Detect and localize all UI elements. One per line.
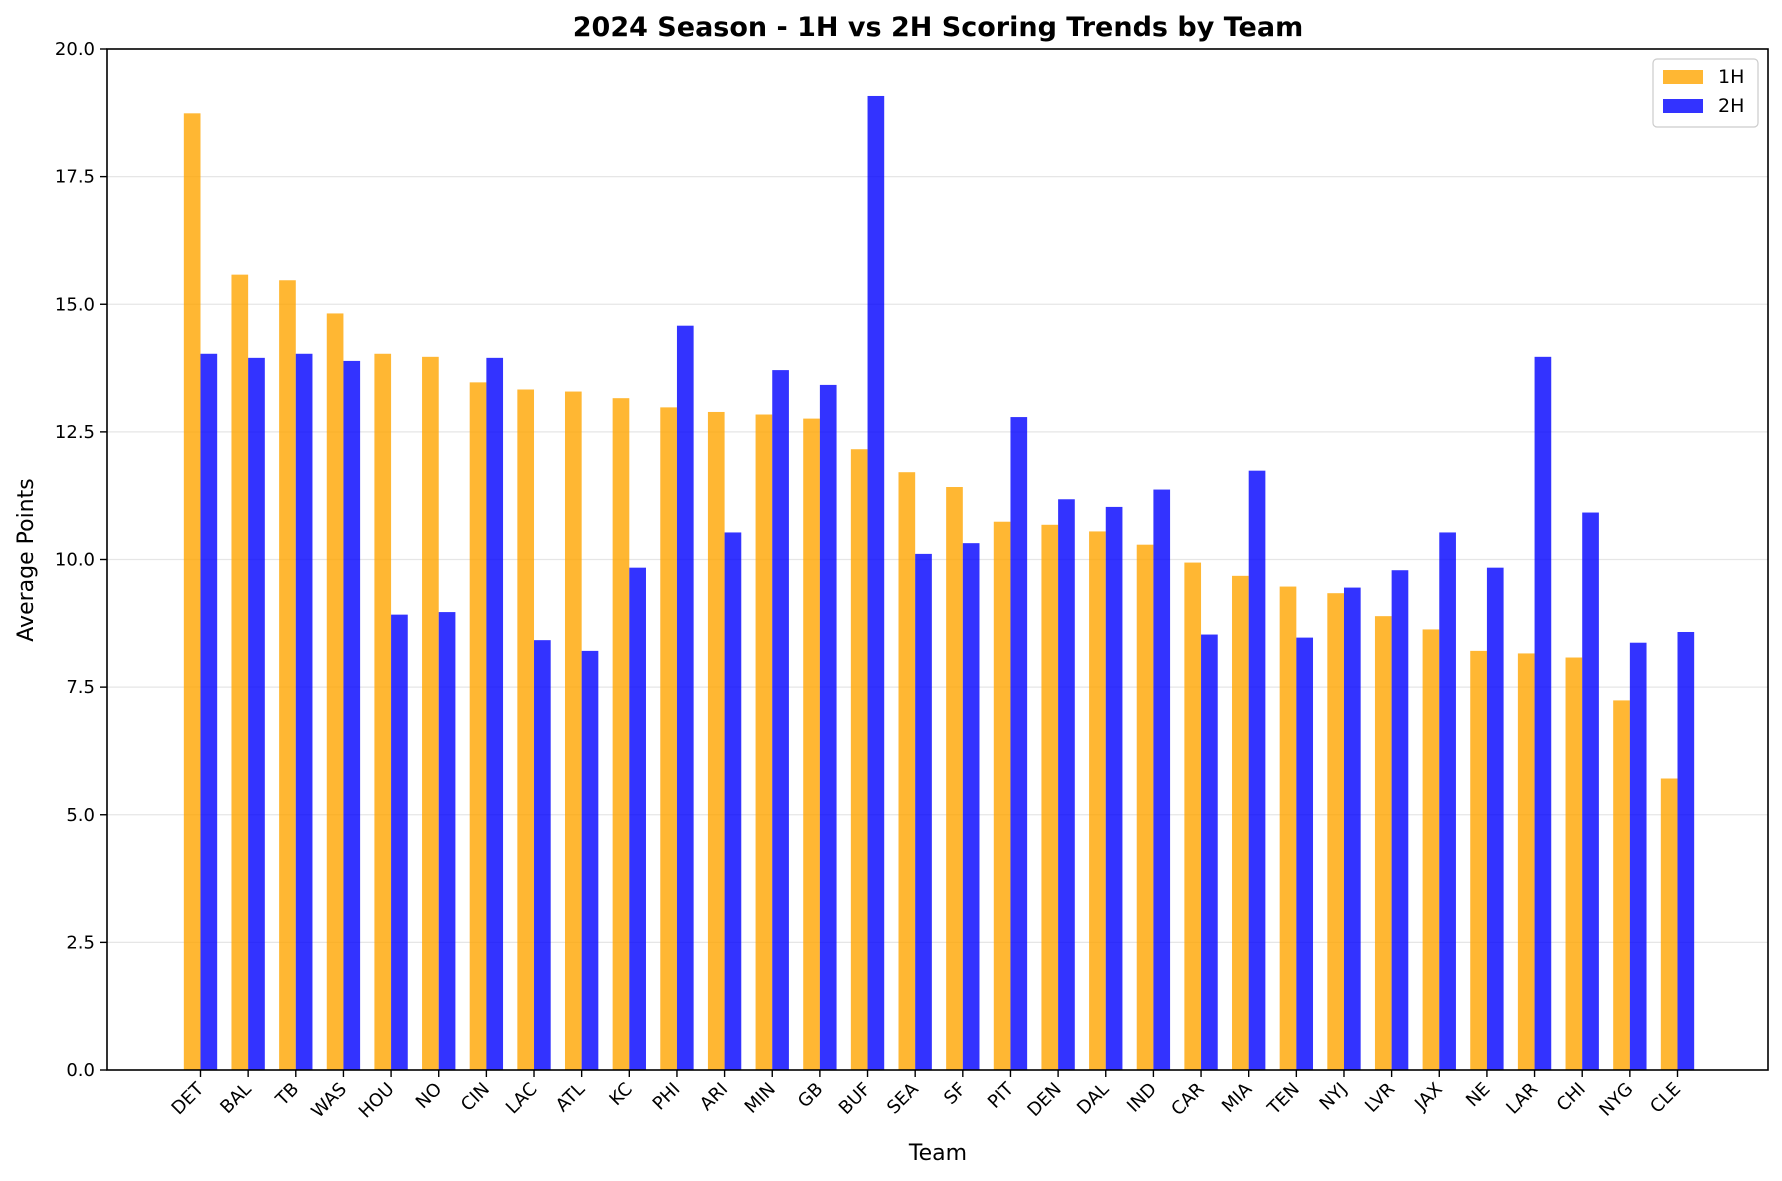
- bar-2h-pit: [1010, 417, 1028, 1070]
- bar-2h-cle: [1677, 631, 1695, 1070]
- y-tick-label: 20.0: [55, 39, 95, 60]
- bar-1h-den: [1041, 524, 1059, 1070]
- bar-1h-no: [422, 356, 439, 1070]
- legend-swatch-2h: [1663, 99, 1703, 113]
- bar-2h-was: [343, 360, 361, 1070]
- bar-2h-ari: [724, 532, 742, 1070]
- bar-1h-lar: [1517, 653, 1535, 1070]
- bar-1h-gb: [803, 418, 820, 1070]
- bar-2h-lvr: [1391, 570, 1409, 1070]
- bar-2h-kc: [629, 567, 646, 1070]
- bar-2h-det: [200, 353, 218, 1070]
- y-tick-label: 15.0: [55, 294, 95, 315]
- y-tick-label: 2.5: [66, 932, 95, 953]
- bar-2h-gb: [819, 384, 837, 1070]
- bar-1h-chi: [1565, 657, 1583, 1070]
- legend-label-1h: 1H: [1718, 66, 1744, 88]
- y-axis-label: Average Points: [14, 478, 39, 641]
- bar-2h-buf: [867, 95, 885, 1070]
- bar-2h-car: [1201, 634, 1218, 1070]
- bar-2h-cin: [486, 357, 504, 1070]
- bar-1h-hou: [374, 353, 392, 1070]
- bar-1h-ne: [1470, 650, 1487, 1070]
- bars: [183, 95, 1695, 1071]
- bar-2h-sea: [915, 553, 932, 1070]
- bar-2h-ne: [1486, 567, 1504, 1070]
- bar-1h-det: [183, 113, 201, 1070]
- bar-2h-ten: [1296, 637, 1314, 1070]
- bar-1h-lac: [517, 389, 535, 1070]
- bar-1h-ari: [707, 411, 725, 1070]
- bar-1h-ind: [1136, 544, 1154, 1070]
- bar-1h-mia: [1232, 575, 1249, 1070]
- bar-2h-bal: [248, 357, 265, 1070]
- y-axis-ticks: 0.0 2.5 5.0 7.5 10.0 12.5 15.0 17.5 20.0: [55, 39, 107, 1081]
- bar-2h-dal: [1105, 506, 1123, 1071]
- bar-1h-atl: [564, 391, 582, 1070]
- bar-2h-chi: [1582, 512, 1599, 1070]
- x-axis-label: Team: [908, 1141, 967, 1166]
- chart-title: 2024 Season - 1H vs 2H Scoring Trends by…: [573, 12, 1303, 43]
- y-tick-label: 12.5: [55, 422, 95, 443]
- bar-2h-min: [772, 370, 789, 1070]
- bar-2h-nyj: [1343, 587, 1361, 1070]
- bar-2h-tb: [295, 353, 313, 1070]
- bar-1h-cle: [1660, 778, 1678, 1070]
- legend-swatch-1h: [1663, 70, 1703, 84]
- bar-1h-min: [755, 414, 773, 1070]
- bar-1h-nyg: [1613, 700, 1630, 1070]
- y-tick-label: 7.5: [66, 677, 95, 698]
- bar-1h-buf: [850, 449, 868, 1070]
- y-tick-label: 10.0: [55, 550, 95, 571]
- bar-1h-was: [326, 313, 344, 1071]
- bar-2h-phi: [676, 325, 694, 1070]
- bar-2h-ind: [1153, 489, 1171, 1070]
- bar-1h-sf: [946, 487, 963, 1070]
- bar-1h-ten: [1279, 586, 1297, 1070]
- bar-1h-nyj: [1327, 593, 1344, 1070]
- y-tick-label: 5.0: [66, 805, 95, 826]
- bar-1h-kc: [612, 398, 630, 1070]
- bar-1h-pit: [993, 521, 1011, 1070]
- y-tick-label: 0.0: [66, 1060, 95, 1081]
- bar-2h-atl: [581, 650, 599, 1070]
- bar-1h-sea: [898, 472, 916, 1071]
- bar-2h-hou: [391, 614, 408, 1070]
- bar-2h-den: [1058, 499, 1075, 1070]
- bar-1h-car: [1184, 562, 1202, 1070]
- bar-1h-bal: [231, 274, 249, 1070]
- bar-2h-nyg: [1629, 642, 1647, 1070]
- bar-2h-lar: [1534, 356, 1552, 1070]
- bar-1h-lvr: [1374, 616, 1392, 1070]
- bar-1h-cin: [469, 382, 487, 1070]
- y-tick-label: 17.5: [55, 167, 95, 188]
- bar-1h-phi: [660, 407, 677, 1071]
- bar-2h-sf: [962, 543, 980, 1070]
- bar-1h-jax: [1422, 629, 1440, 1070]
- bar-2h-mia: [1248, 470, 1266, 1071]
- bar-2h-lac: [534, 640, 551, 1070]
- bar-2h-no: [438, 612, 456, 1070]
- legend-label-2h: 2H: [1718, 95, 1744, 117]
- bar-2h-jax: [1439, 532, 1456, 1070]
- bar-1h-dal: [1089, 531, 1106, 1070]
- bar-1h-tb: [279, 280, 296, 1071]
